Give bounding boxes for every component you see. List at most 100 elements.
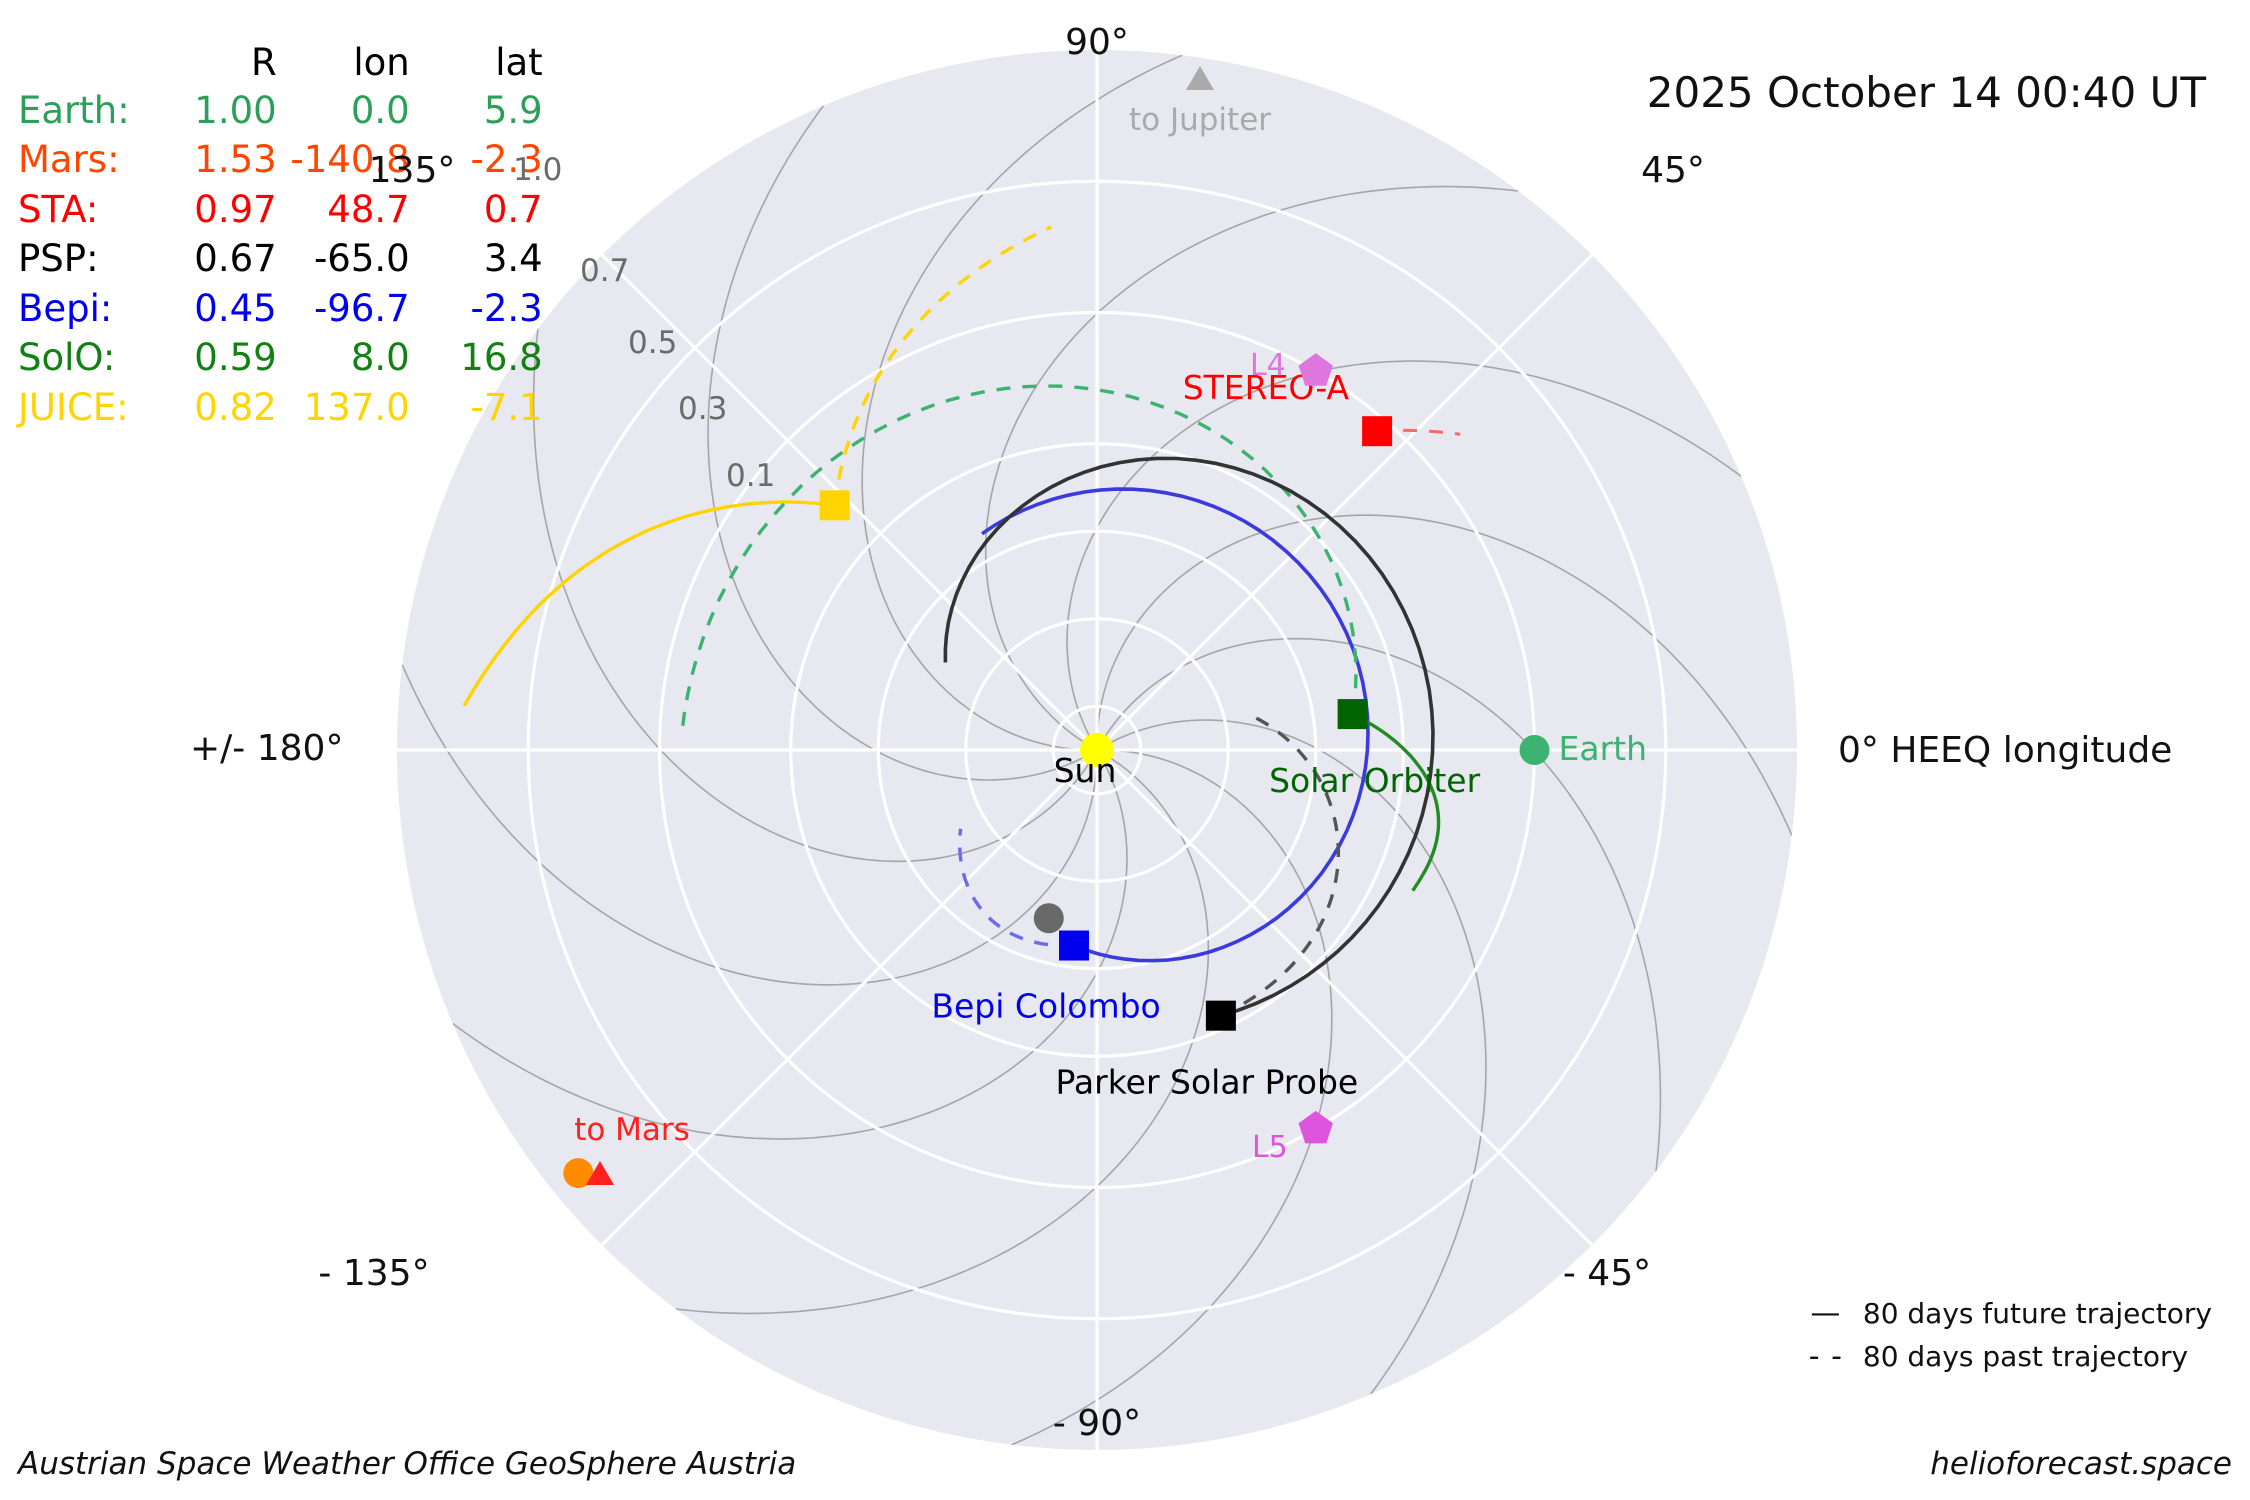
radial-tick-label-2: 0.5 <box>628 325 678 361</box>
table-row: Mars: 1.53 -140.8 -2.3 <box>18 135 547 184</box>
solar-orbiter-label: Solar Orbiter <box>1269 761 1480 800</box>
table-cell-name: SolO: <box>18 336 116 380</box>
angle-label-7: 135° <box>368 150 456 191</box>
table-cell-R: 1.00 <box>194 89 277 132</box>
angle-label-2: 0° HEEQ longitude <box>1838 730 2173 771</box>
parker-spiral-line <box>1096 514 1793 836</box>
to-mars-marker <box>586 1161 614 1185</box>
table-cell-lat: -7.1 <box>470 385 543 429</box>
grid-radial-line <box>1095 253 1594 752</box>
position-table-grid: R lon lat Earth: 1.00 0.0 5.9 Mars: 1.53 -140.… <box>18 40 547 432</box>
table-row: STA: 0.97 48.7 0.7 <box>18 185 547 234</box>
grid-radius-circle <box>1051 704 1143 796</box>
col-head-name <box>18 40 148 86</box>
stereo-a-marker <box>1362 416 1393 447</box>
table-cell-R: 0.45 <box>194 286 277 330</box>
juice-marker <box>819 490 850 521</box>
bepi-colombo-marker <box>1059 930 1090 961</box>
parker-spiral-line <box>675 753 1210 1315</box>
earth-label: Earth <box>1559 729 1648 768</box>
bepi-colombo-label: Bepi Colombo <box>931 987 1160 1026</box>
col-head-r: R <box>250 41 277 84</box>
table-cell-lat: -2.3 <box>470 286 543 330</box>
parker-spiral-line <box>1100 637 1662 1172</box>
parker-spiral-line <box>984 185 1519 747</box>
l4-marker <box>1298 353 1333 386</box>
parker-spiral-line <box>532 328 1094 863</box>
table-cell-lon: 48.7 <box>327 187 410 231</box>
table-cell-R: 0.97 <box>194 187 277 231</box>
trajectory-future <box>1351 712 1441 892</box>
table-row: Earth: 1.00 0.0 5.9 <box>18 86 547 135</box>
parker-spiral-line <box>401 664 1098 986</box>
radial-tick-label-1: 0.7 <box>580 253 630 289</box>
trajectory-past <box>957 828 1075 948</box>
table-cell-name: JUICE: <box>18 385 129 429</box>
table-cell-lat: 3.4 <box>483 237 543 281</box>
legend-dash-icon: — <box>1810 1296 1842 1331</box>
radial-tick-label-0: 1.0 <box>513 152 563 188</box>
table-cell-lon: -140.8 <box>290 138 410 182</box>
grid-radius-circle <box>526 179 1668 1321</box>
parker-spiral-line <box>452 757 1128 1140</box>
trajectory-future <box>462 500 835 707</box>
grid-radial-line <box>600 748 1099 1247</box>
parker-solar-probe-label: Parker Solar Probe <box>1056 1063 1359 1102</box>
parker-spiral-line <box>707 105 1090 781</box>
trajectory-future <box>943 456 1435 1018</box>
legend-item: — 80 days future trajectory <box>1803 1296 2212 1332</box>
angle-label-4: - 90° <box>1052 1403 1142 1444</box>
table-body: Earth: 1.00 0.0 5.9 Mars: 1.53 -140.8 -2.3 STA: 0… <box>18 86 547 432</box>
table-cell-lat: 16.8 <box>460 336 543 380</box>
grid-radius-circle <box>964 617 1230 883</box>
trajectory-legend: — 80 days future trajectory - - 80 days pas… <box>1803 1289 2212 1382</box>
parker-spiral-line <box>861 54 1183 751</box>
angle-label-3: - 45° <box>1562 1253 1652 1294</box>
parker-spiral-line <box>1011 749 1333 1446</box>
table-header-row: R lon lat <box>18 40 547 86</box>
l4-label: L4 <box>1250 348 1286 383</box>
table-cell-name: Mars: <box>18 138 120 182</box>
to-mars-label: to Mars <box>574 1112 690 1148</box>
table-cell-lat: 5.9 <box>483 89 543 132</box>
table-row: SolO: 0.59 8.0 16.8 <box>18 333 547 382</box>
legend-item: - - 80 days past trajectory <box>1803 1339 2212 1375</box>
position-table: R lon lat Earth: 1.00 0.0 5.9 Mars: 1.53 -140.… <box>18 40 547 432</box>
sun-label: Sun <box>1054 751 1117 790</box>
table-cell-name: Bepi: <box>18 286 113 330</box>
trajectory-past <box>832 225 1052 506</box>
grid-radius-circle <box>876 529 1318 971</box>
to-jupiter-marker <box>1186 66 1214 90</box>
table-cell-lon: 0.0 <box>350 89 410 132</box>
legend-dash-icon: - - <box>1808 1339 1843 1374</box>
table-cell-name: PSP: <box>18 237 99 281</box>
legend-label: 80 days past trajectory <box>1862 1340 2189 1374</box>
table-cell-R: 1.53 <box>194 138 277 182</box>
table-cell-lon: -96.7 <box>313 286 410 330</box>
angle-label-0: 90° <box>1065 22 1129 63</box>
grid-group <box>397 50 1797 1450</box>
table-cell-lat: -2.3 <box>470 138 543 182</box>
footer-right: helioforecast.space <box>1930 1446 2232 1482</box>
table-row: PSP: 0.67 -65.0 3.4 <box>18 234 547 283</box>
grid-radial-line <box>1095 748 1594 1247</box>
parker-solar-probe-marker <box>1205 1000 1236 1031</box>
table-row: Bepi: 0.45 -96.7 -2.3 <box>18 284 547 333</box>
parker-spiral-line <box>1104 719 1487 1395</box>
parker-spiral-line <box>1066 360 1742 743</box>
table-cell-lon: 137.0 <box>303 385 410 429</box>
solar-orbiter-marker <box>1337 699 1368 730</box>
angle-label-1: 45° <box>1641 150 1705 191</box>
to-jupiter-label: to Jupiter <box>1129 102 1271 138</box>
l5-label: L5 <box>1252 1130 1288 1165</box>
table-cell-lon: -65.0 <box>313 237 410 281</box>
mars-marker <box>563 1158 594 1189</box>
table-cell-lon: 8.0 <box>350 336 410 380</box>
table-cell-R: 0.67 <box>194 237 277 281</box>
table-cell-name: Earth: <box>18 89 130 132</box>
angle-label-5: - 135° <box>318 1253 430 1294</box>
table-cell-R: 0.59 <box>194 336 277 380</box>
table-row: JUICE: 0.82 137.0 -7.1 <box>18 383 547 432</box>
legend-label: 80 days future trajectory <box>1862 1297 2212 1331</box>
